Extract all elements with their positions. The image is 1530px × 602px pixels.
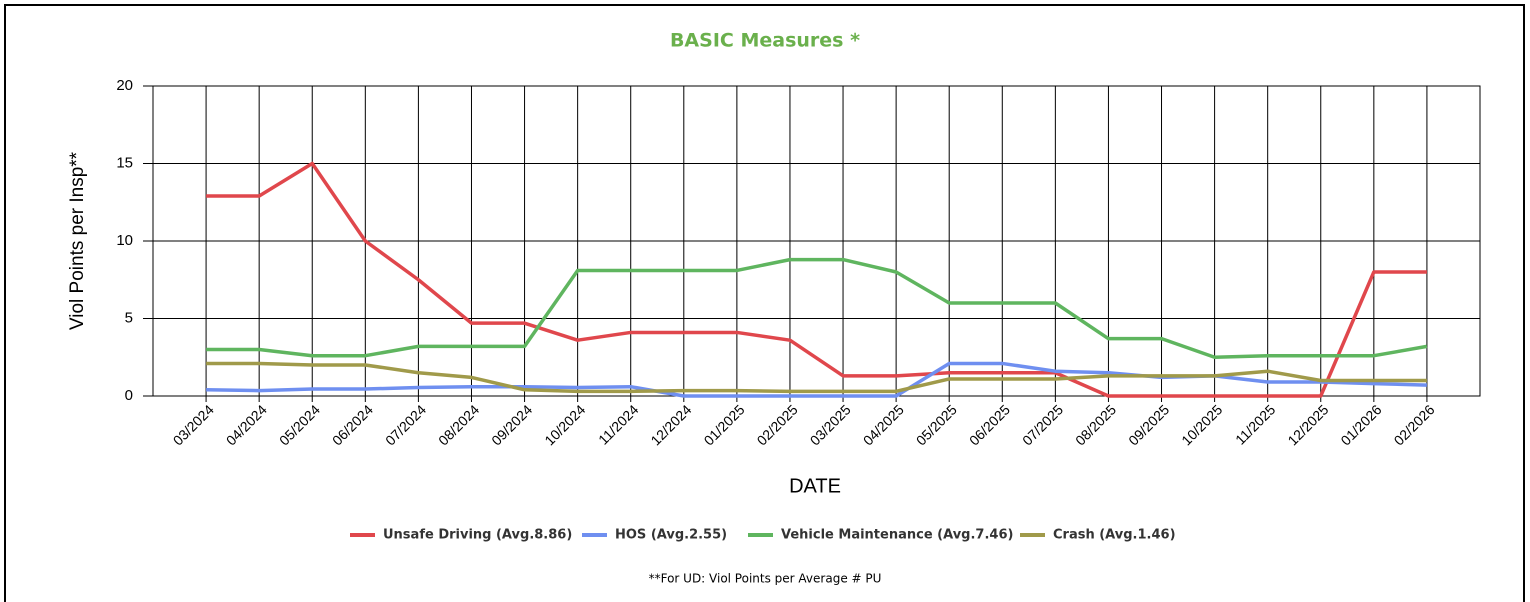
x-tick-label: 09/2024 [488, 401, 535, 448]
x-tick-label: 06/2024 [329, 401, 376, 448]
x-tick-label: 03/2024 [170, 401, 217, 448]
y-tick-label: 10 [116, 232, 133, 249]
x-tick-label: 02/2026 [1391, 401, 1438, 448]
x-tick-label: 12/2025 [1284, 401, 1331, 448]
x-tick-label: 12/2024 [647, 401, 694, 448]
y-tick-label: 15 [116, 154, 133, 171]
x-tick-label: 07/2025 [1019, 401, 1066, 448]
legend-label: Crash (Avg.1.46) [1053, 528, 1176, 543]
y-tick-label: 0 [125, 387, 133, 404]
series-line [206, 161, 1427, 398]
x-tick-label: 05/2024 [276, 401, 323, 448]
x-tick-label: 05/2025 [913, 401, 960, 448]
x-tick-label: 09/2025 [1125, 401, 1172, 448]
x-tick-label: 08/2025 [1072, 401, 1119, 448]
x-tick-label: 03/2025 [807, 401, 854, 448]
series-line [206, 361, 1427, 394]
chart-title: BASIC Measures * [670, 30, 860, 52]
y-axis-label: Viol Points per Insp** [67, 151, 88, 330]
x-tick-label: 02/2025 [754, 401, 801, 448]
x-axis-label: DATE [789, 475, 841, 497]
frame [4, 4, 1525, 602]
x-tick-label: 01/2026 [1337, 401, 1384, 448]
series-line [206, 257, 1428, 359]
y-tick-label: 5 [125, 309, 133, 326]
x-tick-label: 08/2024 [435, 401, 482, 448]
footnote: **For UD: Viol Points per Average # PU [649, 572, 882, 586]
x-tick-label: 11/2025 [1232, 401, 1279, 448]
x-tick-label: 06/2025 [966, 401, 1013, 448]
x-tick-label: 11/2024 [595, 401, 642, 448]
x-tick-label: 04/2024 [223, 401, 270, 448]
y-tick-label: 20 [116, 77, 133, 94]
legend-label: Unsafe Driving (Avg.8.86) [383, 528, 572, 543]
x-tick-label: 04/2025 [860, 401, 907, 448]
legend-label: Vehicle Maintenance (Avg.7.46) [781, 528, 1013, 543]
series-line [206, 361, 1427, 398]
x-tick-label: 10/2025 [1178, 401, 1225, 448]
legend-label: HOS (Avg.2.55) [615, 528, 727, 543]
x-tick-label: 10/2024 [541, 401, 588, 448]
x-tick-label: 07/2024 [382, 401, 429, 448]
x-tick-label: 01/2025 [701, 401, 748, 448]
